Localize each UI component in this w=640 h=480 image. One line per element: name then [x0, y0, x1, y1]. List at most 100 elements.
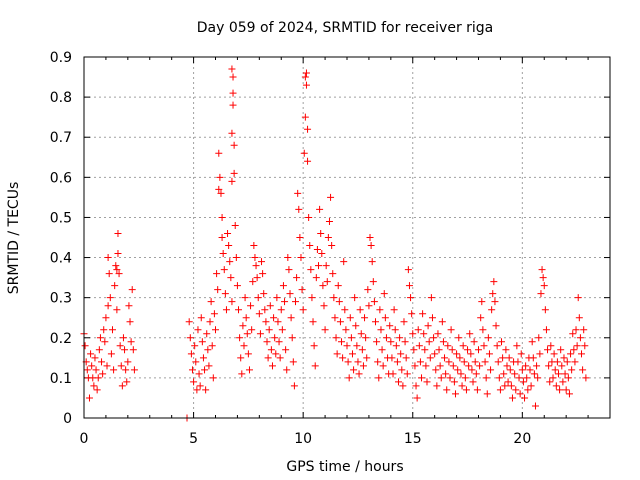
data-point — [422, 362, 430, 370]
data-point — [279, 282, 287, 290]
data-point — [263, 338, 271, 346]
data-point — [534, 374, 542, 382]
data-point — [425, 338, 433, 346]
data-point — [517, 350, 525, 358]
data-point — [346, 314, 354, 322]
data-point — [276, 354, 284, 362]
y-tick-label: 0.6 — [50, 170, 72, 186]
data-point — [476, 362, 484, 370]
data-point — [351, 294, 359, 302]
data-point — [396, 334, 404, 342]
data-point — [289, 358, 297, 366]
data-point — [371, 318, 379, 326]
data-point — [247, 302, 255, 310]
data-point — [358, 346, 366, 354]
data-point — [331, 314, 339, 322]
data-point — [478, 298, 486, 306]
data-point — [435, 346, 443, 354]
data-point — [531, 402, 539, 410]
data-point — [332, 334, 340, 342]
data-point — [387, 338, 395, 346]
data-point — [350, 366, 358, 374]
data-point — [551, 366, 559, 374]
chart-title: Day 059 of 2024, SRMTID for receiver rig… — [197, 20, 494, 36]
data-point — [205, 362, 213, 370]
data-point — [316, 205, 324, 213]
data-point — [544, 346, 552, 354]
data-point — [503, 362, 511, 370]
data-point — [505, 354, 513, 362]
data-point — [355, 370, 363, 378]
data-point — [402, 354, 410, 362]
data-point — [287, 314, 295, 322]
data-point — [293, 274, 301, 282]
data-point — [203, 330, 211, 338]
data-point — [127, 338, 135, 346]
data-point — [124, 358, 132, 366]
data-point — [339, 354, 347, 362]
data-point — [361, 314, 369, 322]
data-point — [274, 318, 282, 326]
data-point — [267, 346, 275, 354]
data-point — [475, 346, 482, 354]
data-point — [214, 286, 222, 294]
y-tick-label: 0.1 — [50, 371, 72, 387]
data-point — [244, 350, 252, 358]
data-point — [540, 282, 548, 290]
data-point — [365, 302, 373, 310]
data-point — [285, 266, 293, 274]
data-point — [398, 366, 406, 374]
data-point — [265, 326, 273, 334]
data-point — [275, 338, 283, 346]
data-point — [513, 342, 521, 350]
x-tick-label: 10 — [294, 431, 312, 447]
data-point — [115, 270, 123, 278]
data-point — [92, 366, 100, 374]
data-point — [519, 378, 527, 386]
data-point — [233, 282, 241, 290]
data-point — [278, 326, 286, 334]
data-point — [100, 326, 108, 334]
data-point — [495, 374, 503, 382]
data-point — [561, 370, 569, 378]
data-point — [228, 129, 236, 137]
data-point — [232, 254, 240, 262]
data-point — [461, 374, 469, 382]
data-point — [403, 370, 411, 378]
data-point — [282, 346, 290, 354]
data-point — [565, 390, 573, 398]
data-point — [128, 286, 136, 294]
data-point — [501, 382, 509, 390]
data-point — [266, 302, 274, 310]
data-point — [192, 358, 200, 366]
data-point — [353, 342, 361, 350]
data-point — [188, 366, 196, 374]
data-point — [94, 374, 102, 382]
data-point — [381, 314, 389, 322]
data-point — [322, 262, 330, 270]
data-point — [114, 229, 122, 237]
data-point — [507, 382, 515, 390]
data-point — [504, 378, 512, 386]
data-point — [515, 374, 523, 382]
data-point — [411, 362, 419, 370]
data-point — [229, 89, 237, 97]
data-point — [357, 330, 365, 338]
data-point — [121, 346, 129, 354]
data-point — [502, 346, 510, 354]
data-point — [191, 342, 199, 350]
data-point — [306, 242, 314, 250]
data-point — [255, 310, 263, 318]
data-point — [356, 306, 364, 314]
plot-frame — [83, 56, 611, 419]
data-point — [295, 205, 303, 213]
data-point — [560, 354, 568, 362]
data-point — [388, 354, 396, 362]
data-point — [487, 366, 495, 374]
data-point — [305, 213, 313, 221]
data-point — [572, 326, 580, 334]
data-point — [130, 366, 138, 374]
data-point — [129, 346, 137, 354]
data-point — [456, 354, 464, 362]
